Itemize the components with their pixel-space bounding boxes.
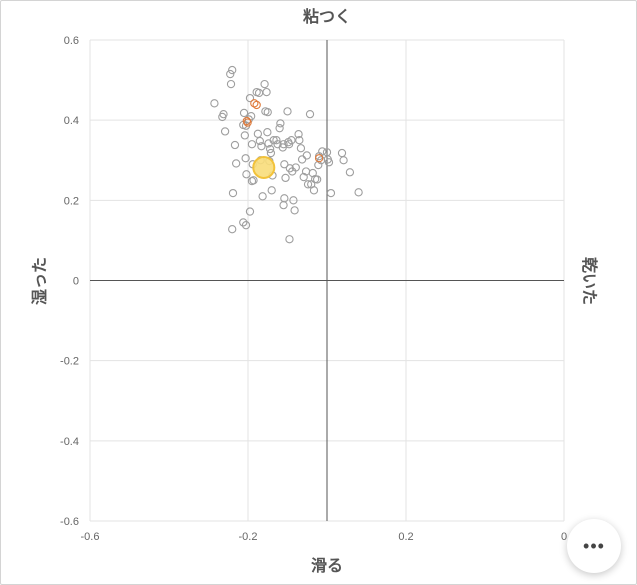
y-tick-label: 0.4 — [64, 115, 79, 127]
data-point — [302, 151, 312, 160]
data-point — [258, 192, 267, 201]
zero-axes — [90, 40, 564, 521]
data-point — [241, 221, 251, 230]
data-point — [326, 188, 336, 198]
data-point — [260, 79, 269, 89]
more-options-button[interactable]: ••• — [567, 519, 621, 573]
data-point — [284, 140, 294, 149]
y-tick-label: 0 — [73, 276, 79, 288]
y-tick-label: -0.6 — [60, 516, 79, 528]
data-point — [278, 143, 287, 152]
data-point — [303, 180, 313, 189]
data-point — [262, 87, 271, 97]
highlight-point — [252, 155, 276, 179]
bottom-axis-title: 滑る — [311, 557, 343, 575]
data-point — [231, 159, 241, 168]
data-point — [228, 65, 237, 75]
data-point — [279, 140, 288, 149]
top-axis-title: 粘つく — [303, 7, 351, 26]
data-point — [228, 188, 238, 198]
data-point — [281, 173, 290, 183]
data-point — [337, 148, 347, 158]
accent-point — [243, 118, 252, 127]
data-point — [309, 186, 319, 195]
data-point — [253, 129, 263, 138]
data-point — [263, 128, 272, 137]
data-point — [312, 175, 322, 184]
accent-point — [250, 99, 259, 108]
data-point — [247, 140, 257, 149]
x-tick-label: 0 — [561, 531, 567, 543]
data-point — [272, 136, 281, 145]
data-point — [266, 148, 276, 158]
data-point — [220, 127, 230, 136]
data-point — [294, 130, 303, 139]
data-point — [339, 156, 348, 165]
data-point — [283, 107, 292, 116]
data-point — [265, 144, 275, 154]
data-point — [324, 158, 334, 167]
data-point — [289, 196, 298, 205]
data-point — [247, 176, 257, 186]
data-point — [280, 194, 289, 203]
data-point — [255, 136, 264, 146]
data-point — [226, 79, 236, 89]
data-point — [242, 170, 251, 179]
data-point — [245, 207, 255, 216]
data-point — [276, 119, 285, 128]
data-point — [345, 168, 355, 177]
y-tick-label: -0.2 — [60, 356, 79, 368]
data-point — [287, 136, 296, 145]
data-point — [318, 147, 327, 156]
x-tick-label: -0.2 — [239, 531, 258, 543]
x-tick-label: 0.2 — [398, 531, 413, 543]
accent-point — [252, 100, 261, 110]
accent-point — [314, 154, 324, 163]
data-point — [228, 225, 237, 234]
left-axis-title: 湿った — [31, 257, 49, 306]
data-point — [297, 155, 307, 164]
data-point — [263, 108, 272, 117]
data-point — [239, 218, 248, 227]
data-point — [354, 188, 363, 197]
data-point — [241, 154, 250, 163]
data-point — [280, 160, 289, 169]
data-point — [226, 69, 235, 79]
tick-labels: -0.6 -0.2 0.2 0 0.6 0.4 0.2 0 -0.2 -0.4 -0.6 — [60, 35, 567, 543]
data-point — [296, 144, 306, 153]
data-point — [219, 110, 228, 119]
data-points — [210, 65, 363, 244]
data-point — [247, 112, 256, 121]
data-point — [245, 93, 255, 103]
data-point — [240, 131, 249, 140]
data-point — [285, 235, 294, 244]
data-point — [275, 124, 284, 133]
data-point — [239, 108, 249, 118]
y-tick-label: 0.6 — [64, 35, 79, 47]
y-tick-label: 0.2 — [64, 195, 79, 207]
data-point — [210, 99, 219, 108]
data-point — [257, 142, 266, 151]
data-point — [267, 186, 276, 195]
data-point — [279, 200, 288, 210]
data-point — [299, 172, 308, 182]
right-axis-title: 乾いた — [580, 257, 599, 305]
data-point — [230, 140, 240, 150]
x-tick-label: -0.6 — [81, 531, 100, 543]
data-point — [295, 136, 304, 145]
data-point — [290, 206, 299, 215]
data-point — [305, 110, 315, 119]
y-tick-label: -0.4 — [60, 436, 79, 448]
data-point — [291, 163, 300, 172]
